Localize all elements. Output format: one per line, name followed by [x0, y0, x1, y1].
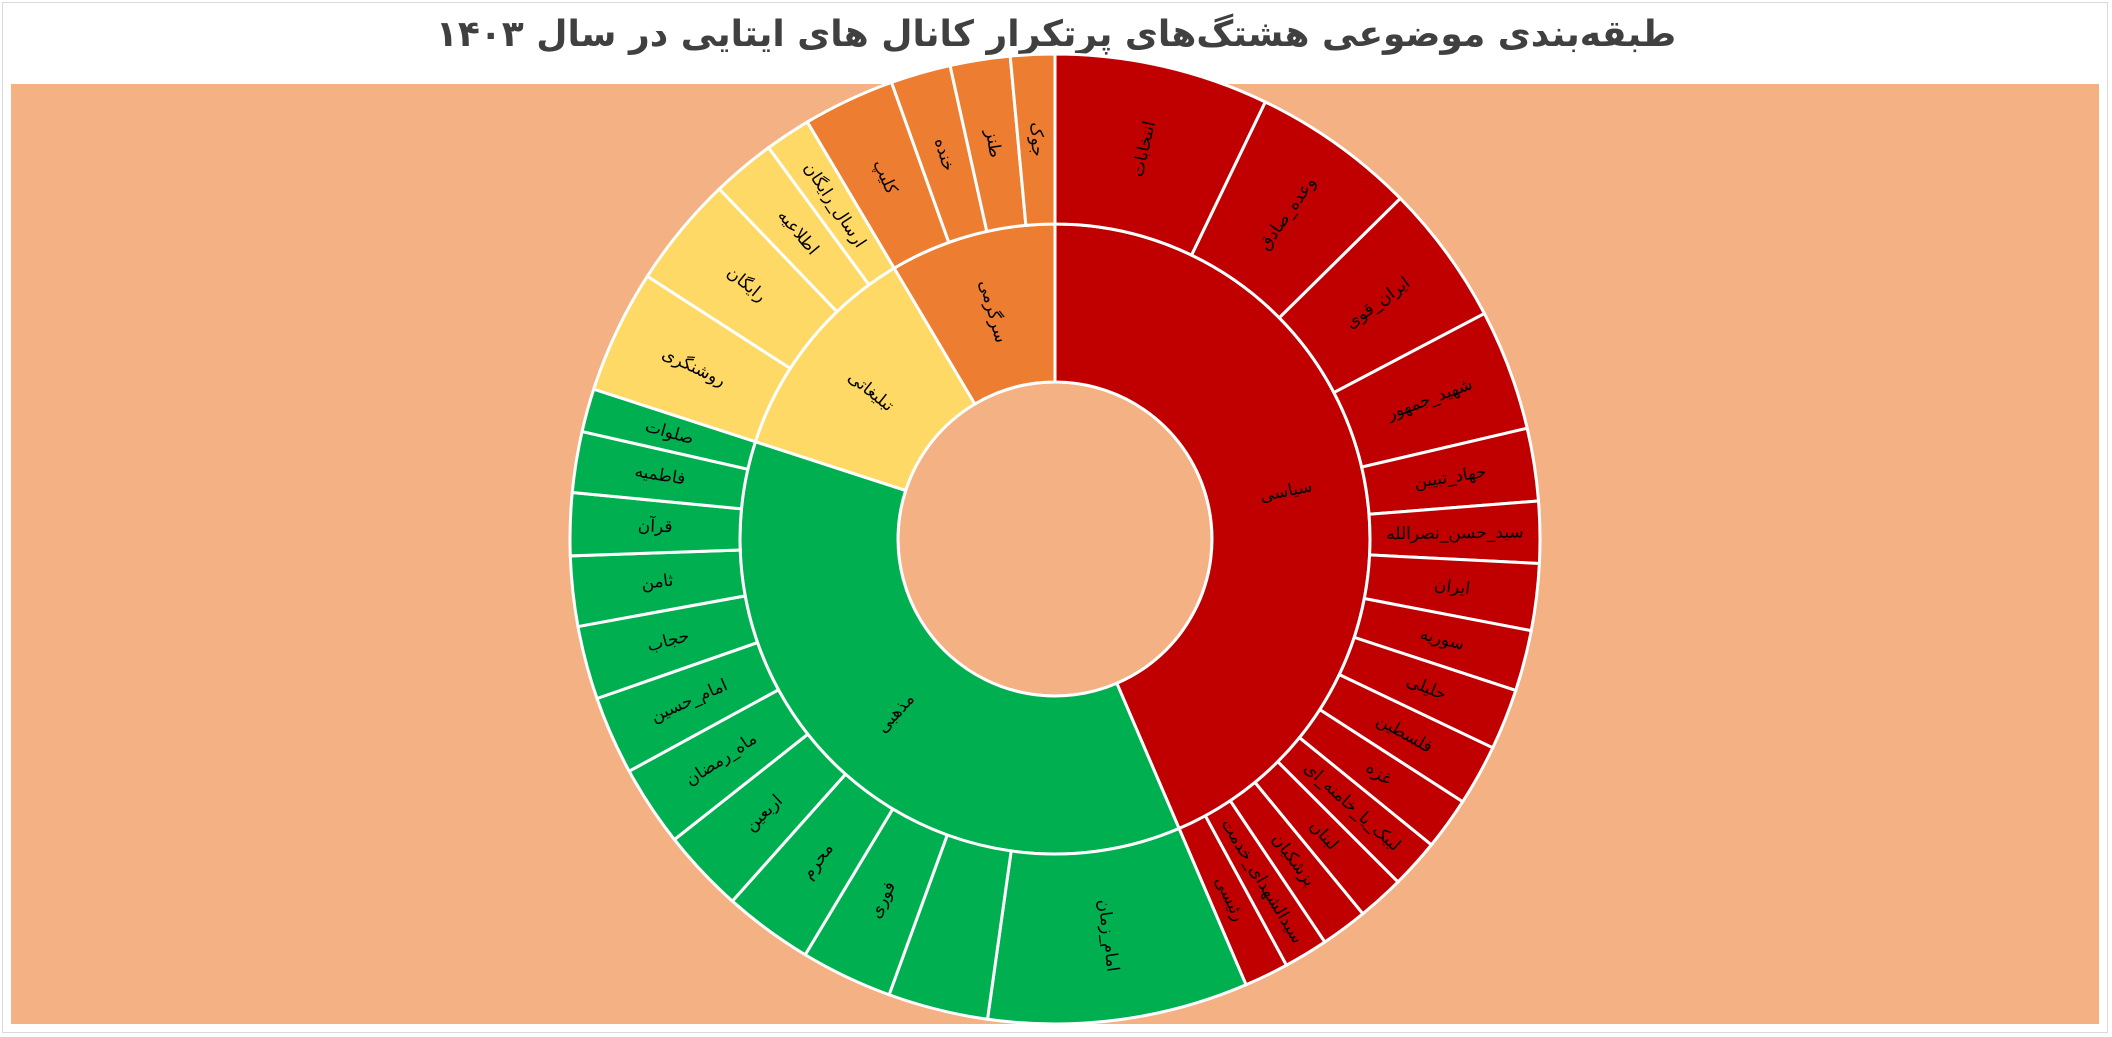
chart-title: طبقه‌بندی موضوعی هشتگ‌های پرتکرار کانال …: [435, 14, 1677, 55]
hashtag-segment[interactable]: [1008, 52, 1057, 227]
center-hole: [896, 380, 1214, 698]
